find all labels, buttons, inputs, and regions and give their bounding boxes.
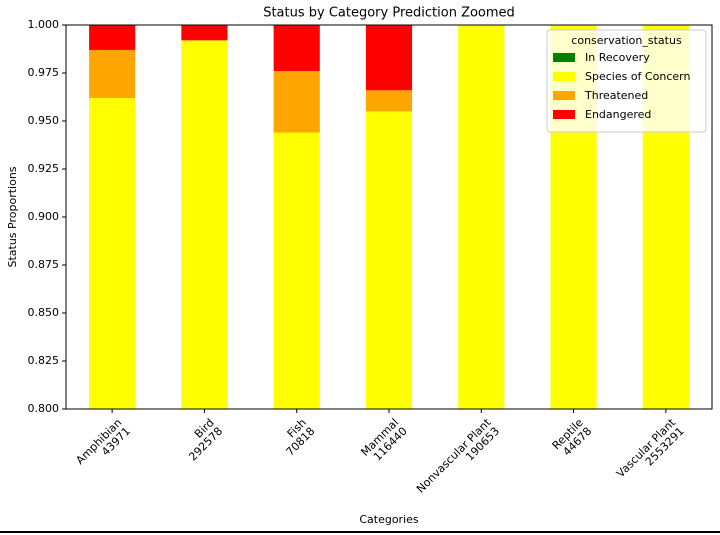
legend-swatch (553, 72, 575, 81)
y-tick-label: 0.825 (28, 354, 60, 367)
legend-label: Endangered (585, 108, 651, 121)
legend-label: Species of Concern (585, 70, 690, 83)
legend-swatch (553, 91, 575, 100)
y-tick-label: 0.900 (28, 210, 60, 223)
bar-segment (89, 25, 136, 50)
x-tick-label: Reptile44678 (550, 416, 595, 461)
x-tick-label: Nonvascular Plant190653 (414, 416, 503, 505)
y-tick-label: 0.925 (28, 162, 60, 175)
legend-swatch (553, 53, 575, 62)
y-tick-label: 0.800 (28, 402, 60, 415)
bar-segment (89, 49, 136, 98)
x-tick-label: Amphibian43971 (73, 416, 132, 475)
bar-segment (181, 40, 228, 409)
legend-title: conservation_status (571, 34, 682, 47)
bar-segment (365, 111, 413, 409)
legend-swatch (553, 110, 575, 119)
y-tick-label: 0.875 (28, 258, 60, 271)
y-axis-label: Status Proportions (6, 166, 19, 267)
plot-frame (65, 24, 713, 410)
bar-segment (89, 97, 136, 409)
legend: conservation_status In Recovery Species of… (546, 29, 707, 133)
legend-box (546, 29, 707, 133)
y-tick-label: 0.950 (28, 114, 60, 127)
y-tick-label: 0.975 (28, 66, 60, 79)
x-tick-label: Fish70818 (275, 416, 318, 459)
legend-label: Threatened (584, 89, 648, 102)
legend-label: In Recovery (585, 51, 650, 64)
x-tick-label: Mammal116440 (358, 416, 409, 467)
chart-title: Status by Category Prediction Zoomed (263, 6, 515, 21)
x-tick-label: Vascular Plant2553291 (614, 416, 687, 489)
bar-segment (181, 25, 228, 41)
x-axis-label: Categories (359, 513, 419, 526)
y-tick-label: 0.850 (28, 306, 60, 319)
bar-segment (273, 71, 320, 133)
bar-segment (365, 25, 413, 91)
bar-segment (273, 25, 320, 72)
x-tick-label: Bird292578 (178, 416, 225, 463)
bar-segment (365, 90, 413, 112)
bar-segment (273, 132, 320, 409)
bar-segment (458, 25, 505, 409)
plot-area (89, 25, 689, 409)
y-tick-label: 1.000 (28, 18, 60, 31)
